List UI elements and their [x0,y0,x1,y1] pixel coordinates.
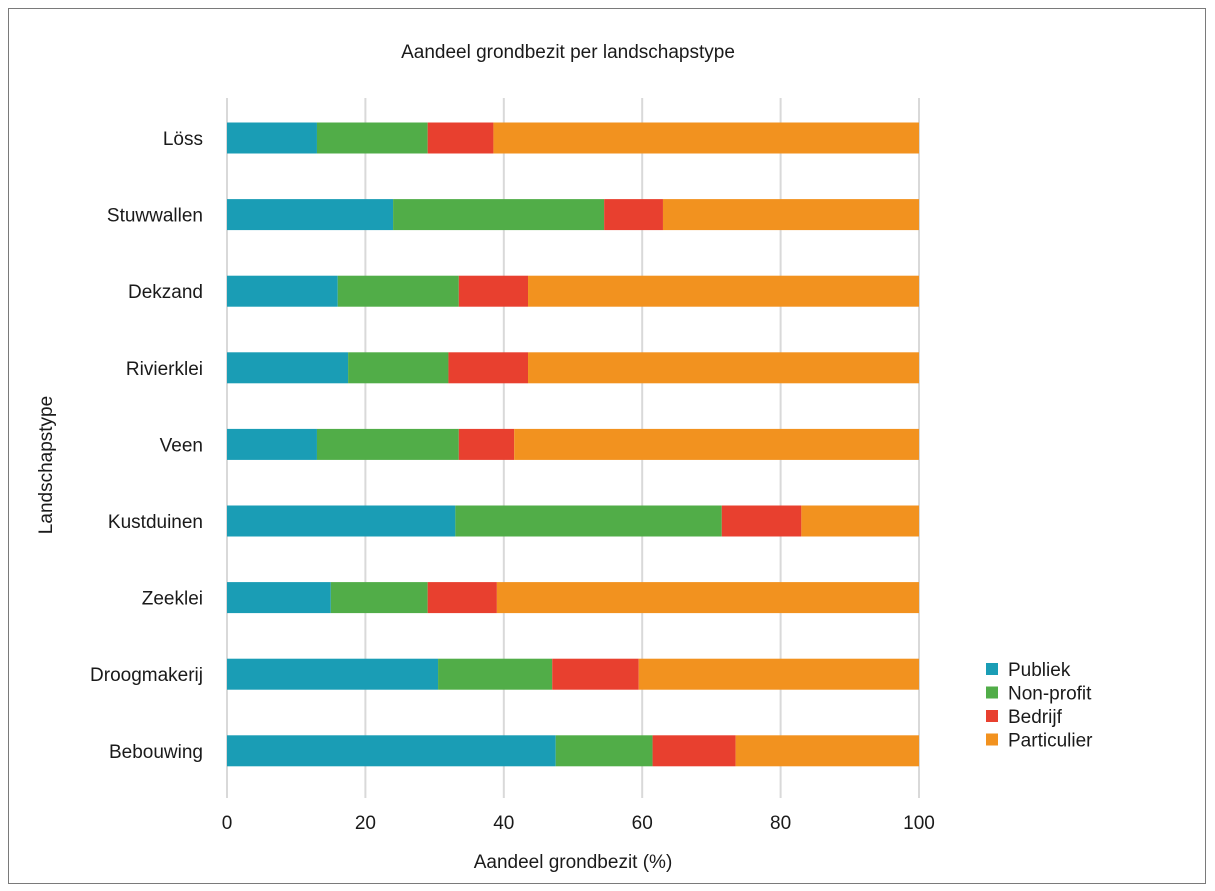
bar-segment [393,199,605,231]
bar-segment [227,275,338,307]
category-label: Rivierklei [126,359,203,380]
category-label: Stuwwallen [107,206,203,227]
x-tick-label: 60 [632,813,653,834]
category-label: Löss [163,129,203,150]
legend-swatch [986,733,998,746]
chart-title: Aandeel grondbezit per landschapstype [401,42,735,63]
bar-segment [638,658,919,690]
x-tick-label: 80 [770,813,791,834]
category-label: Dekzand [128,282,203,303]
y-axis-title: Landschapstype [36,396,57,534]
bar-segment [528,352,919,384]
legend-label: Particulier [1008,731,1093,752]
bar-segment [337,275,459,307]
category-label: Kustduinen [108,512,203,533]
bar-segment [493,122,919,154]
bar-segment [227,199,394,231]
bar-segment [662,199,919,231]
bar-segment [427,582,497,614]
bar-segment [458,275,529,307]
x-tick-label: 100 [903,813,935,834]
bar-segment [427,122,494,154]
bar-segment [227,122,317,154]
bar-segment [496,582,919,614]
bar-segment [316,122,428,154]
bar-segment [604,199,663,231]
bar-segment [227,735,556,767]
bar-segment [514,428,919,460]
bar-segment [448,352,529,384]
bar-segment [438,658,553,690]
bar-segment [316,428,459,460]
legend-label: Non-profit [1008,684,1092,705]
category-label: Veen [160,435,203,456]
legend-label: Publiek [1008,660,1071,681]
x-tick-label: 20 [355,813,376,834]
bar-segment [227,428,317,460]
bar-segment [227,582,331,614]
bar-segment [455,505,722,537]
bar-segment [552,658,639,690]
x-tick-label: 0 [222,813,233,834]
category-label: Bebouwing [109,742,203,763]
category-label: Droogmakerij [90,665,203,686]
bar-segment [652,735,736,767]
bar-segment [555,735,653,767]
x-tick-labels: 0 20 40 60 80 100 [222,813,935,834]
legend-swatch [986,663,998,675]
bar-segment [227,352,349,384]
bars [227,122,919,767]
bar-segment [735,735,919,767]
bar-segment [227,505,456,537]
bar-segment [721,505,802,537]
x-axis-title: Aandeel grondbezit (%) [474,852,673,873]
legend-swatch [986,710,998,722]
x-tick-label: 40 [493,813,514,834]
legend-label: Bedrijf [1008,707,1063,728]
bar-segment [458,428,515,460]
category-labels: Löss Stuwwallen Dekzand Rivierklei Veen Kustd… [90,129,203,763]
bar-segment [227,658,439,690]
bar-segment [801,505,919,537]
legend-swatch [986,686,998,699]
bar-segment [348,352,449,384]
bar-segment [528,275,919,307]
bar-segment [330,582,428,614]
category-label: Zeeklei [142,589,203,610]
